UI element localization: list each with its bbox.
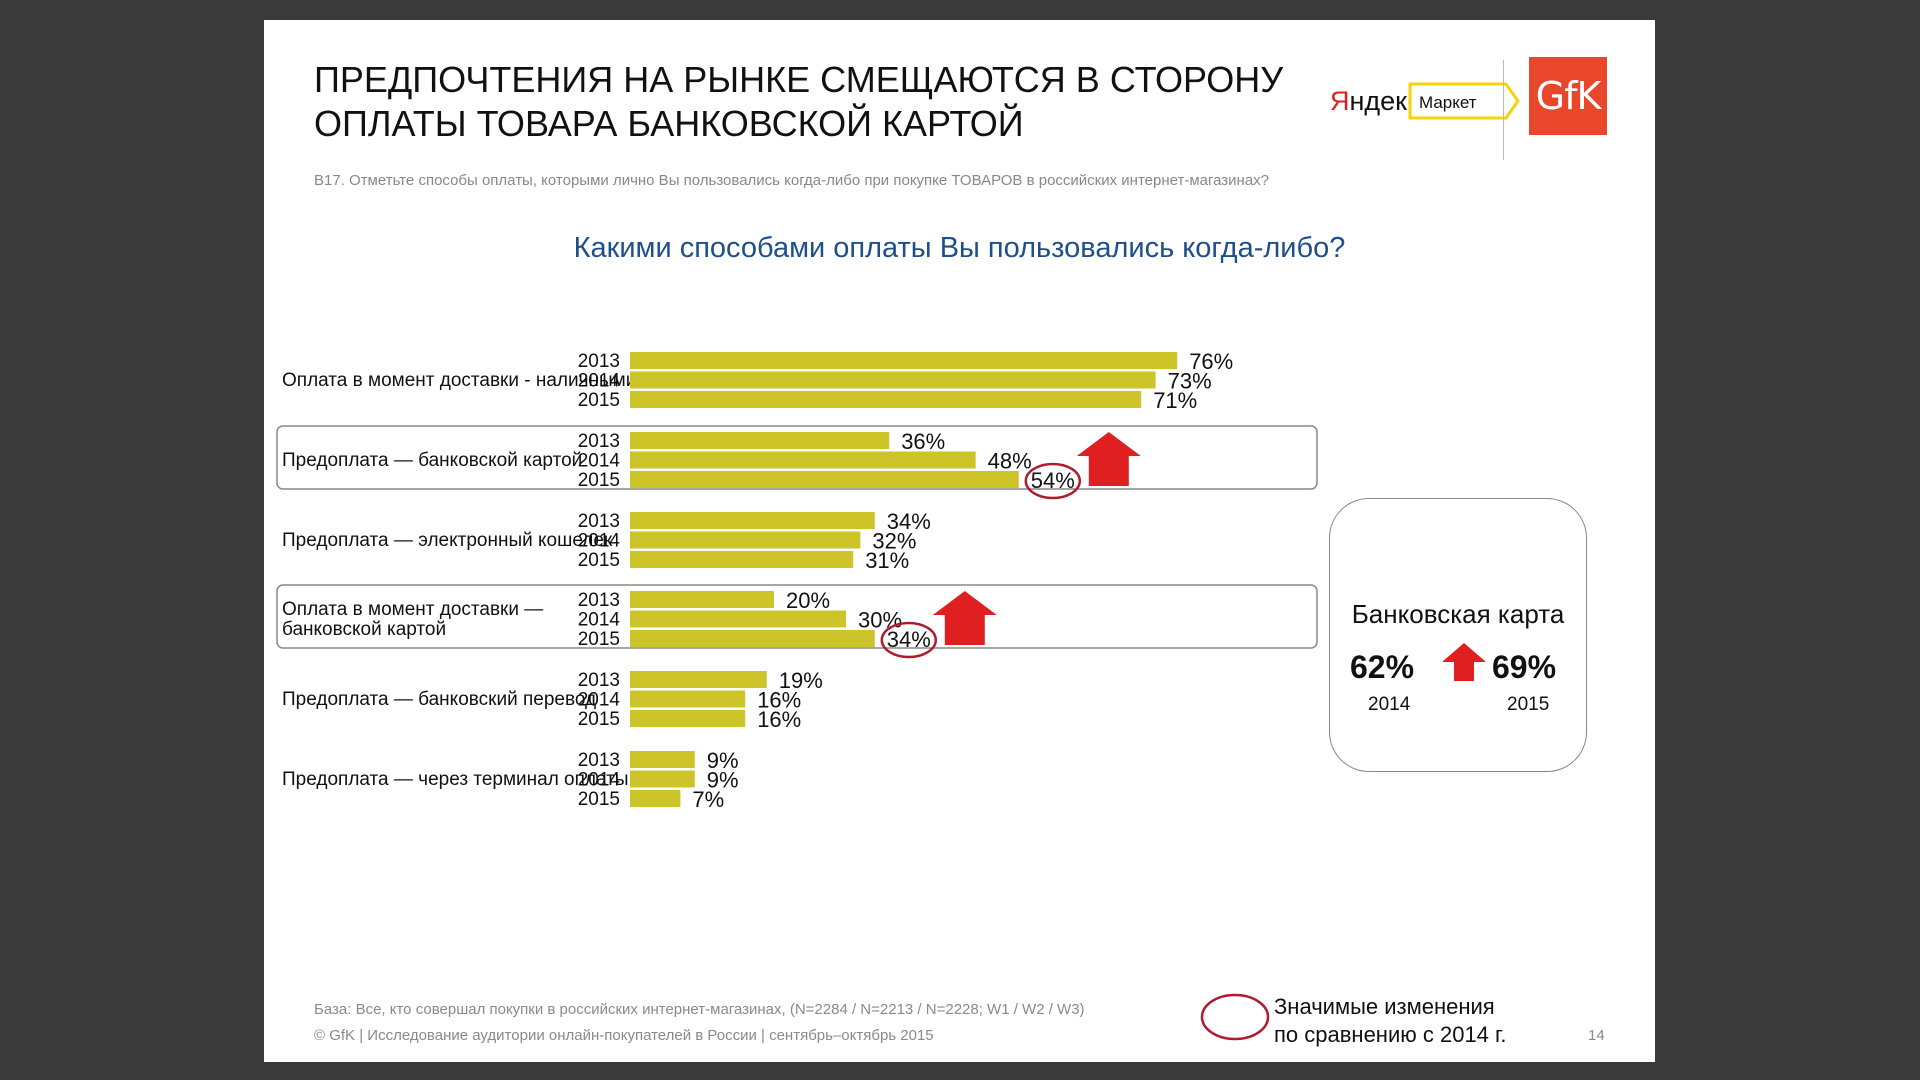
bar — [630, 471, 1019, 488]
bar — [630, 751, 695, 768]
year-label: 2014 — [578, 690, 621, 711]
data-label: 9% — [707, 748, 739, 773]
year-label: 2014 — [578, 451, 621, 472]
bar — [630, 352, 1178, 369]
highlight-frame — [276, 425, 1318, 490]
chart-title: Какими способами оплаты Вы пользовались … — [573, 232, 1346, 264]
data-label: 7% — [692, 787, 724, 812]
page-number: 14 — [1588, 1027, 1605, 1044]
data-label: 71% — [1153, 388, 1197, 413]
data-label: 9% — [707, 768, 739, 793]
bar — [630, 391, 1142, 408]
year-label: 2014 — [578, 610, 621, 631]
survey-question: В17. Отметьте способы оплаты, которыми л… — [314, 172, 1270, 189]
data-label: 30% — [858, 608, 902, 633]
data-label: 36% — [901, 429, 945, 454]
base-note: База: Все, кто совершал покупки в россий… — [314, 1001, 1085, 1018]
data-label: 34% — [887, 509, 931, 534]
year-label: 2013 — [578, 590, 620, 611]
year-label: 2013 — [578, 431, 620, 452]
bar — [630, 371, 1156, 389]
gfk-logo: GfK — [1529, 57, 1607, 135]
slide-title: ПРЕДПОЧТЕНИЯ НА РЫНКЕ СМЕЩАЮТСЯ В СТОРОН… — [314, 58, 1364, 146]
callout-value-2015: 69% — [1492, 649, 1557, 685]
data-label: 48% — [988, 449, 1032, 474]
slide-title-line-1: ПРЕДПОЧТЕНИЯ НА РЫНКЕ СМЕЩАЮТСЯ В СТОРОН… — [314, 59, 1284, 100]
data-label: 20% — [786, 588, 830, 613]
year-label: 2015 — [578, 709, 620, 730]
legend-significant-changes: Значимые изменения по сравнению с 2014 г… — [1274, 993, 1506, 1049]
callout-year-2014: 2014 — [1368, 694, 1411, 715]
callout-title: Банковская карта — [1351, 599, 1565, 629]
year-label: 2013 — [578, 511, 620, 532]
year-label: 2015 — [578, 390, 620, 411]
bar — [630, 770, 695, 788]
callout-year-2015: 2015 — [1507, 694, 1550, 715]
callout-value-2014: 62% — [1350, 649, 1415, 685]
year-label: 2015 — [578, 629, 620, 650]
data-label: 32% — [872, 529, 916, 554]
year-label: 2014 — [578, 371, 621, 392]
bar — [630, 690, 746, 708]
year-label: 2013 — [578, 670, 620, 691]
up-arrow-icon — [1076, 432, 1141, 486]
year-label: 2015 — [578, 789, 620, 810]
yandex-market-logo: Яндекс Маркет — [1330, 82, 1520, 120]
bar — [630, 610, 846, 628]
year-label: 2014 — [578, 770, 621, 791]
yandex-logo-letter-y: Я — [1330, 86, 1350, 116]
data-label: 76% — [1189, 349, 1233, 374]
data-label: 16% — [757, 688, 801, 713]
year-label: 2013 — [578, 750, 620, 771]
year-label: 2015 — [578, 470, 620, 491]
legend-line-2: по сравнению с 2014 г. — [1274, 1022, 1507, 1047]
data-label: 16% — [757, 707, 801, 732]
highlight-frame — [276, 584, 1318, 649]
bar — [630, 451, 976, 469]
data-label: 34% — [887, 627, 931, 652]
year-label: 2013 — [578, 351, 620, 372]
category-label: Предоплата — банковский перевод — [282, 689, 596, 710]
legend-circle-icon — [1200, 993, 1270, 1041]
bar — [630, 630, 875, 647]
yandex-logo-text: Яндекс — [1330, 86, 1421, 116]
market-tag-shape — [1408, 82, 1520, 120]
category-label: Предоплата — банковской картой — [282, 450, 582, 471]
bank-card-callout: Банковская карта 62% 69% 2014 2015 — [1329, 498, 1587, 772]
category-label: Оплата в момент доставки — — [282, 599, 543, 620]
year-label: 2015 — [578, 550, 620, 571]
slide-title-line-2: ОПЛАТЫ ТОВАРА БАНКОВСКОЙ КАРТОЙ — [314, 103, 1024, 144]
data-label: 31% — [865, 548, 909, 573]
bar — [630, 432, 890, 449]
significance-circle — [880, 621, 938, 659]
bar — [630, 551, 854, 568]
data-label: 54% — [1031, 468, 1075, 493]
up-arrow-icon — [1442, 643, 1486, 681]
bar — [630, 591, 774, 608]
slide: Оплата в момент доставки - наличными 2013… — [264, 20, 1655, 1062]
data-label: 73% — [1168, 369, 1212, 394]
copyright-note: © GfK | Исследование аудитории онлайн-по… — [314, 1027, 934, 1044]
year-label: 2014 — [578, 531, 621, 552]
category-label: Предоплата — электронный кошелек — [282, 530, 613, 551]
category-label: Оплата в момент доставки - наличными — [282, 370, 636, 391]
data-label: 19% — [779, 668, 823, 693]
significance-circle — [1024, 462, 1082, 500]
logo-divider — [1503, 60, 1504, 160]
bar-chart: Оплата в момент доставки - наличными2013… — [276, 349, 1318, 812]
up-arrow-icon — [932, 591, 997, 645]
category-label: банковской картой — [282, 619, 446, 640]
bar — [630, 531, 861, 549]
market-label: Маркет — [1419, 93, 1477, 112]
bar — [630, 710, 746, 727]
bar — [630, 790, 681, 807]
bar — [630, 671, 767, 688]
bar — [630, 512, 875, 529]
category-label: Предоплата — через терминал оплаты — [282, 769, 629, 790]
legend-line-1: Значимые изменения — [1274, 994, 1495, 1019]
